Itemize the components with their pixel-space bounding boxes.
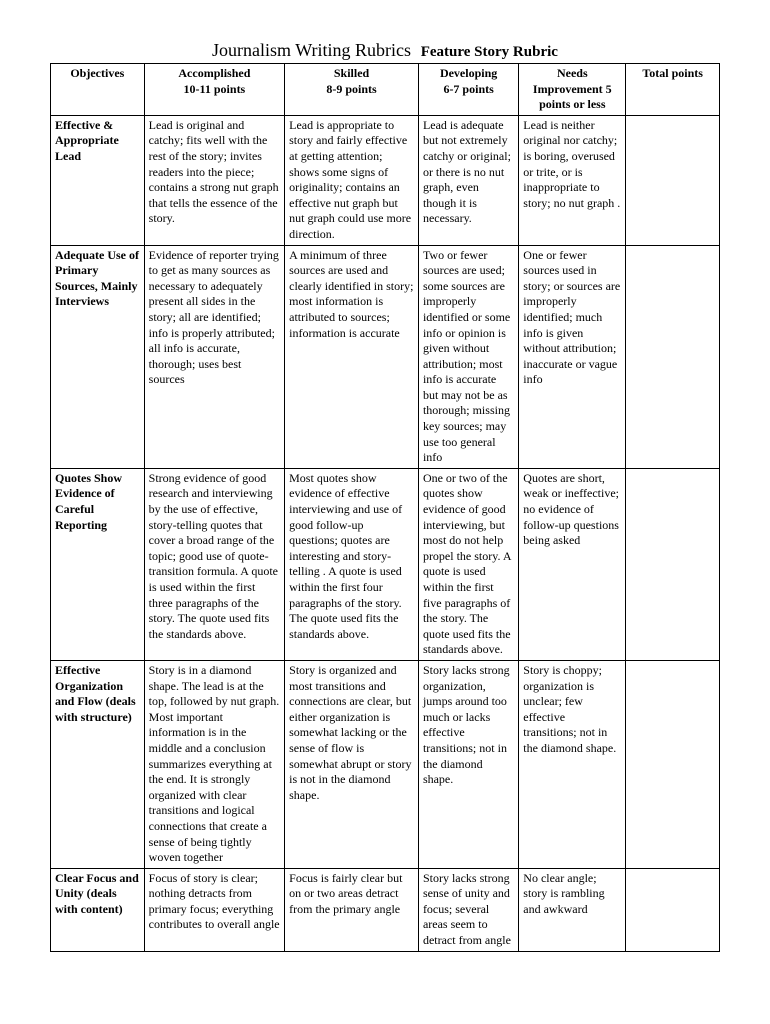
total-cell [626, 660, 720, 868]
developing-cell: Story lacks strong organization, jumps a… [418, 660, 518, 868]
objective-cell: Effective Organization and Flow (deals w… [51, 660, 145, 868]
objective-cell: Clear Focus and Unity (deals with conten… [51, 868, 145, 951]
accomplished-cell: Evidence of reporter trying to get as ma… [144, 245, 284, 468]
header-developing-pts: 6-7 points [443, 82, 493, 96]
total-cell [626, 868, 720, 951]
header-accomplished: Accomplished 10-11 points [144, 64, 284, 116]
header-accomplished-pts: 10-11 points [184, 82, 246, 96]
skilled-cell: A minimum of three sources are used and … [285, 245, 419, 468]
header-skilled-pts: 8-9 points [326, 82, 376, 96]
objective-cell: Quotes Show Evidence of Careful Reportin… [51, 468, 145, 660]
header-developing-label: Developing [440, 66, 497, 80]
accomplished-cell: Focus of story is clear; nothing detract… [144, 868, 284, 951]
needs-cell: Story is choppy; organization is unclear… [519, 660, 626, 868]
accomplished-cell: Story is in a diamond shape. The lead is… [144, 660, 284, 868]
skilled-cell: Focus is fairly clear but on or two area… [285, 868, 419, 951]
needs-cell: Quotes are short, weak or ineffective; n… [519, 468, 626, 660]
header-developing: Developing 6-7 points [418, 64, 518, 116]
header-row: Objectives Accomplished 10-11 points Ski… [51, 64, 720, 116]
rubric-table: Objectives Accomplished 10-11 points Ski… [50, 63, 720, 952]
objective-cell: Effective & Appropriate Lead [51, 115, 145, 245]
skilled-cell: Story is organized and most transitions … [285, 660, 419, 868]
developing-cell: Two or fewer sources are used; some sour… [418, 245, 518, 468]
table-row: Effective Organization and Flow (deals w… [51, 660, 720, 868]
header-needs: Needs Improvement 5 points or less [519, 64, 626, 116]
header-skilled-label: Skilled [334, 66, 369, 80]
header-accomplished-label: Accomplished [178, 66, 250, 80]
total-cell [626, 245, 720, 468]
needs-cell: No clear angle; story is rambling and aw… [519, 868, 626, 951]
skilled-cell: Lead is appropriate to story and fairly … [285, 115, 419, 245]
developing-cell: One or two of the quotes show evidence o… [418, 468, 518, 660]
table-row: Effective & Appropriate LeadLead is orig… [51, 115, 720, 245]
header-total: Total points [626, 64, 720, 116]
header-needs-label: Needs [557, 66, 588, 80]
main-title: Journalism Writing Rubrics [212, 40, 411, 60]
developing-cell: Lead is adequate but not extremely catch… [418, 115, 518, 245]
table-row: Adequate Use of Primary Sources, Mainly … [51, 245, 720, 468]
needs-cell: Lead is neither original nor catchy; is … [519, 115, 626, 245]
developing-cell: Story lacks strong sense of unity and fo… [418, 868, 518, 951]
accomplished-cell: Strong evidence of good research and int… [144, 468, 284, 660]
header-skilled: Skilled 8-9 points [285, 64, 419, 116]
accomplished-cell: Lead is original and catchy; fits well w… [144, 115, 284, 245]
total-cell [626, 115, 720, 245]
sub-title: Feature Story Rubric [421, 44, 558, 60]
total-cell [626, 468, 720, 660]
header-needs-line2: Improvement 5 [533, 82, 612, 96]
skilled-cell: Most quotes show evidence of effective i… [285, 468, 419, 660]
needs-cell: One or fewer sources used in story; or s… [519, 245, 626, 468]
header-objectives: Objectives [51, 64, 145, 116]
table-row: Quotes Show Evidence of Careful Reportin… [51, 468, 720, 660]
page-title-row: Journalism Writing Rubrics Feature Story… [50, 40, 720, 61]
header-needs-line3: points or less [539, 97, 605, 111]
table-row: Clear Focus and Unity (deals with conten… [51, 868, 720, 951]
objective-cell: Adequate Use of Primary Sources, Mainly … [51, 245, 145, 468]
